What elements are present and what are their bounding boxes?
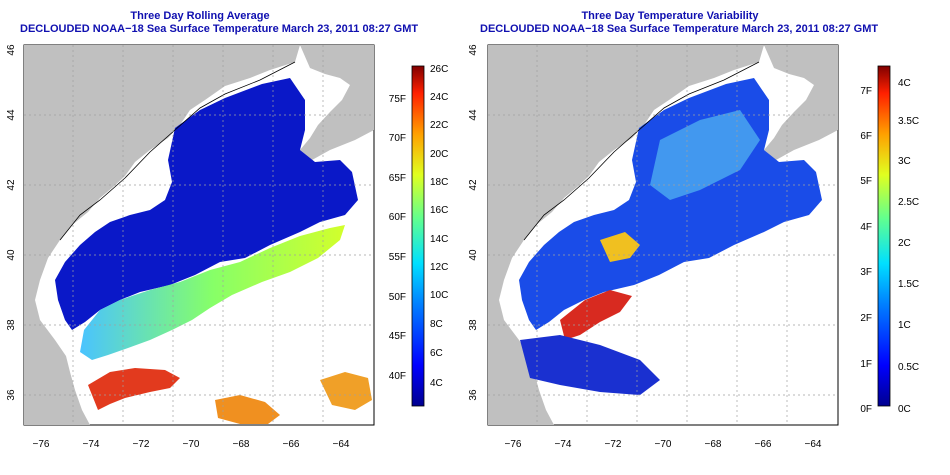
cb-label: 20C (430, 149, 448, 160)
cb-label: 3F (860, 267, 872, 278)
coastline-left (59, 61, 296, 241)
x-tick-left: −70 (183, 439, 200, 450)
land-nova-scotia-right (764, 45, 838, 160)
map-left: −76 −74 −72 −70 −68 −66 −64 36 38 40 42 … (6, 44, 448, 450)
cb-label: 7F (860, 86, 872, 97)
x-tick-left: −68 (233, 439, 250, 450)
cb-label: 24C (430, 92, 448, 103)
y-tick-right: 36 (468, 389, 479, 401)
cb-label: 8C (430, 319, 443, 330)
cb-label: 65F (389, 173, 406, 184)
grid-left (24, 45, 374, 425)
cb-label: 2C (898, 238, 911, 249)
x-tick-right: −68 (705, 439, 722, 450)
variability-high-right (560, 290, 632, 340)
y-axis-right: 36 38 40 42 44 46 (468, 44, 479, 401)
y-tick-right: 40 (468, 249, 479, 261)
cb-label: 12C (430, 262, 448, 273)
cb-label: 22C (430, 120, 448, 131)
land-mass-right (488, 45, 764, 425)
cb-label: 50F (389, 292, 406, 303)
cb-label: 55F (389, 252, 406, 263)
y-tick-left: 38 (6, 319, 17, 331)
map-title-right-line2: DECLOUDED NOAA−18 Sea Surface Temperatur… (480, 23, 879, 35)
y-tick-left: 40 (6, 249, 17, 261)
y-tick-right: 44 (468, 109, 479, 121)
land-nova-scotia-left (300, 45, 374, 160)
colorbar-right-c-labels: 0C 0.5C 1C 1.5C 2C 2.5C 3C 3.5C 4C (898, 78, 919, 415)
y-tick-right: 46 (468, 44, 479, 56)
land-mass-left (24, 45, 300, 425)
warm-patch-left (320, 372, 372, 410)
x-tick-left: −64 (333, 439, 350, 450)
map-title-right: Three Day Temperature Variability DECLOU… (480, 10, 879, 36)
map-title-left-line1: Three Day Rolling Average (130, 10, 270, 22)
colorbar-left (411, 65, 425, 407)
x-tick-left: −76 (33, 439, 50, 450)
cb-label: 1C (898, 320, 911, 331)
warm-gradient-left (80, 225, 345, 360)
cb-label: 6F (860, 131, 872, 142)
x-tick-right: −72 (605, 439, 622, 450)
x-tick-right: −76 (505, 439, 522, 450)
cb-label: 1.5C (898, 279, 919, 290)
colorbar-left-f-labels: 40F 45F 50F 55F 60F 65F 70F 75F (389, 94, 406, 382)
cb-label: 1F (860, 359, 872, 370)
cb-label: 70F (389, 133, 406, 144)
cb-label: 2F (860, 313, 872, 324)
y-tick-right: 42 (468, 179, 479, 191)
cb-label: 45F (389, 331, 406, 342)
x-tick-right: −64 (805, 439, 822, 450)
colorbar-left-c-labels: 4C 6C 8C 10C 12C 14C 16C 18C 20C 22C 24C… (430, 64, 448, 389)
cold-water-left (55, 78, 358, 330)
y-tick-right: 38 (468, 319, 479, 331)
cb-label: 4F (860, 222, 872, 233)
y-axis-left: 36 38 40 42 44 46 (6, 44, 17, 401)
map-right: −76 −74 −72 −70 −68 −66 −64 36 38 40 42 … (468, 44, 919, 450)
cb-label: 6C (430, 348, 443, 359)
colorbar-right (877, 65, 891, 407)
y-tick-left: 36 (6, 389, 17, 401)
variability-light-right (650, 110, 760, 200)
cb-label: 26C (430, 64, 448, 75)
cb-label: 4C (430, 378, 443, 389)
coastline-right (523, 61, 760, 241)
y-tick-left: 42 (6, 179, 17, 191)
cb-label: 5F (860, 176, 872, 187)
variability-mid-right (600, 232, 640, 262)
warm-eddy-left (215, 395, 280, 424)
map-title-left: Three Day Rolling Average DECLOUDED NOAA… (20, 10, 419, 36)
cb-label: 0.5C (898, 362, 919, 373)
y-tick-left: 44 (6, 109, 17, 121)
x-axis-left: −76 −74 −72 −70 −68 −66 −64 (33, 439, 350, 450)
gulf-stream-left (88, 368, 180, 410)
cb-label: 0C (898, 404, 911, 415)
cb-label: 3C (898, 156, 911, 167)
map-title-right-line1: Three Day Temperature Variability (581, 10, 759, 22)
x-axis-right: −76 −74 −72 −70 −68 −66 −64 (505, 439, 822, 450)
cb-label: 60F (389, 212, 406, 223)
cb-label: 10C (430, 290, 448, 301)
x-tick-right: −74 (555, 439, 572, 450)
cb-label: 3.5C (898, 116, 919, 127)
map-title-left-line2: DECLOUDED NOAA−18 Sea Surface Temperatur… (20, 23, 419, 35)
x-tick-left: −74 (83, 439, 100, 450)
x-tick-left: −66 (283, 439, 300, 450)
cb-label: 75F (389, 94, 406, 105)
y-tick-left: 46 (6, 44, 17, 56)
cb-label: 4C (898, 78, 911, 89)
colorbar-right-f-labels: 0F 1F 2F 3F 4F 5F 6F 7F (860, 86, 872, 415)
cb-label: 0F (860, 404, 872, 415)
cb-label: 14C (430, 234, 448, 245)
x-tick-right: −66 (755, 439, 772, 450)
x-tick-left: −72 (133, 439, 150, 450)
x-tick-right: −70 (655, 439, 672, 450)
cb-label: 18C (430, 177, 448, 188)
grid-right (488, 45, 838, 425)
cb-label: 40F (389, 371, 406, 382)
cb-label: 16C (430, 205, 448, 216)
variability-low-right (520, 335, 660, 395)
cb-label: 2.5C (898, 197, 919, 208)
